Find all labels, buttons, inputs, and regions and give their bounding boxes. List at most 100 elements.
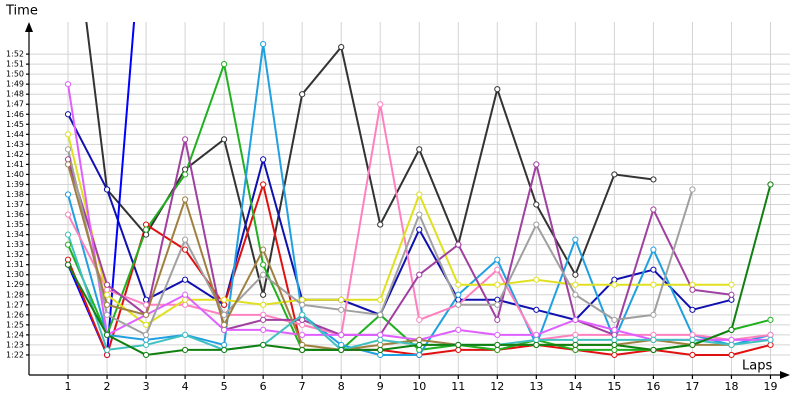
point-marker <box>416 271 423 278</box>
point-marker <box>142 351 150 359</box>
point-marker <box>650 336 657 344</box>
x-tick-label: 3 <box>143 380 150 393</box>
point-marker <box>533 221 540 228</box>
point-marker <box>689 286 696 293</box>
x-tick-label: 6 <box>260 380 267 393</box>
point-marker <box>533 331 540 338</box>
y-tick-label: 1:23 <box>6 340 24 349</box>
point-marker <box>182 171 189 178</box>
x-tick-label: 9 <box>377 380 384 393</box>
point-marker <box>260 156 267 163</box>
point-marker <box>533 161 540 168</box>
point-marker <box>103 291 111 298</box>
point-marker <box>103 281 111 288</box>
point-marker <box>455 291 462 298</box>
point-marker <box>338 296 345 303</box>
point-marker <box>260 271 267 278</box>
y-tick-label: 1:35 <box>6 220 24 229</box>
point-marker <box>221 321 228 328</box>
point-marker <box>494 256 501 263</box>
point-marker <box>572 341 579 349</box>
series-line <box>85 22 654 296</box>
x-tick-label: 12 <box>490 380 504 393</box>
point-marker <box>650 346 657 354</box>
point-marker <box>142 321 150 328</box>
point-marker <box>572 271 579 278</box>
point-marker <box>221 346 228 354</box>
point-marker <box>689 306 696 313</box>
point-marker <box>182 236 189 243</box>
point-marker <box>611 346 618 354</box>
point-marker <box>260 181 267 188</box>
point-marker <box>299 296 306 303</box>
point-marker <box>299 331 306 338</box>
point-marker <box>455 241 462 248</box>
point-marker <box>611 336 618 344</box>
x-tick-label: 13 <box>529 380 543 393</box>
point-marker <box>64 81 72 88</box>
point-marker <box>182 346 189 354</box>
point-marker <box>494 346 501 354</box>
point-marker <box>182 291 189 298</box>
point-marker <box>260 246 267 253</box>
series-line <box>67 164 732 351</box>
point-marker <box>689 341 696 349</box>
y-tick-label: 1:49 <box>6 80 24 89</box>
point-marker <box>142 301 150 308</box>
y-tick-label: 1:40 <box>6 170 24 179</box>
point-marker <box>338 331 345 338</box>
y-tick-label: 1:39 <box>6 180 24 189</box>
point-marker <box>260 341 267 349</box>
point-marker <box>572 281 579 288</box>
point-marker <box>103 186 111 193</box>
point-marker <box>260 261 267 268</box>
x-tick-label: 10 <box>412 380 426 393</box>
x-tick-label: 4 <box>182 380 189 393</box>
y-tick-label: 1:47 <box>6 100 24 109</box>
point-marker <box>64 161 72 168</box>
y-tick-label: 1:48 <box>6 90 24 99</box>
point-marker <box>767 181 774 188</box>
y-tick-label: 1:22 <box>6 350 24 359</box>
point-marker <box>260 326 267 333</box>
point-marker <box>689 281 696 288</box>
y-tick-label: 1:27 <box>6 300 24 309</box>
point-marker <box>728 281 735 288</box>
point-marker <box>572 291 579 298</box>
y-tick-label: 1:32 <box>6 250 24 259</box>
point-marker <box>416 191 423 198</box>
point-marker <box>494 301 501 308</box>
point-marker <box>377 221 384 228</box>
x-tick-label: 1 <box>65 380 72 393</box>
y-tick-label: 1:41 <box>6 160 24 169</box>
point-marker <box>767 336 774 344</box>
point-marker <box>64 261 72 268</box>
point-marker <box>64 191 72 198</box>
y-tick-label: 1:51 <box>6 60 24 69</box>
y-tick-label: 1:34 <box>6 230 24 239</box>
point-marker <box>338 43 345 51</box>
point-marker <box>572 316 579 323</box>
x-tick-label: 5 <box>221 380 228 393</box>
point-marker <box>611 276 618 283</box>
point-marker <box>611 326 618 333</box>
y-tick-label: 1:50 <box>6 70 24 79</box>
y-tick-label: 1:30 <box>6 270 24 279</box>
point-marker <box>260 301 267 308</box>
point-marker <box>767 341 774 349</box>
point-marker <box>689 351 696 359</box>
point-marker <box>338 306 345 313</box>
point-marker <box>377 336 384 344</box>
point-marker <box>182 301 189 308</box>
point-marker <box>299 311 306 318</box>
point-marker <box>338 346 345 354</box>
y-tick-label: 1:46 <box>6 110 24 119</box>
point-marker <box>572 331 579 338</box>
point-marker <box>299 321 306 328</box>
x-tick-label: 14 <box>568 380 582 393</box>
point-marker <box>142 296 150 303</box>
point-marker <box>611 171 618 178</box>
point-marker <box>182 166 189 173</box>
point-marker <box>494 266 501 273</box>
point-marker <box>650 266 657 273</box>
